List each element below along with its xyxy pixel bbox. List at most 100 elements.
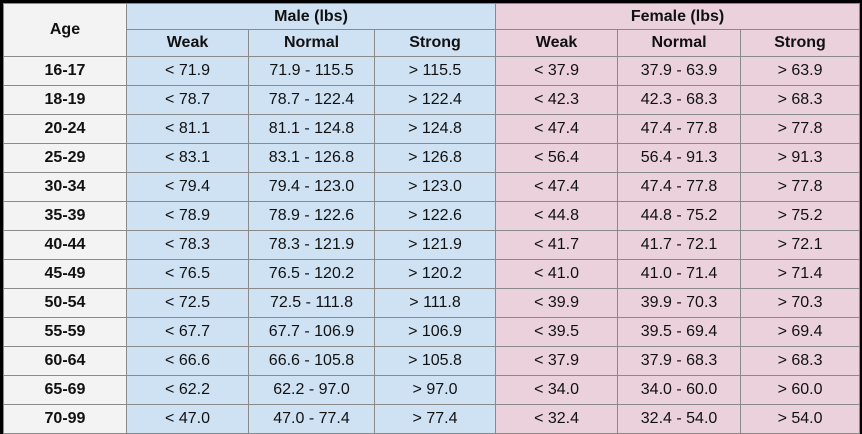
- female-weak-cell: < 37.9: [495, 346, 619, 376]
- table-row: 30-34 < 79.4 79.4 - 123.0 > 123.0 < 47.4 47.4…: [3, 172, 861, 202]
- female-weak-cell: < 47.4: [495, 114, 619, 144]
- male-normal-cell: 83.1 - 126.8: [248, 143, 375, 173]
- female-strong-cell: > 60.0: [740, 375, 861, 405]
- female-normal-cell: 44.8 - 75.2: [617, 201, 742, 231]
- male-normal-cell: 78.9 - 122.6: [248, 201, 375, 231]
- male-weak-cell: < 71.9: [126, 56, 249, 86]
- female-strong-cell: > 91.3: [740, 143, 861, 173]
- male-weak-header: Weak: [126, 29, 249, 57]
- male-normal-cell: 79.4 - 123.0: [248, 172, 375, 202]
- female-weak-cell: < 42.3: [495, 85, 619, 115]
- female-normal-cell: 39.9 - 70.3: [617, 288, 742, 318]
- male-normal-cell: 72.5 - 111.8: [248, 288, 375, 318]
- male-normal-cell: 78.7 - 122.4: [248, 85, 375, 115]
- female-strong-header: Strong: [740, 29, 861, 57]
- female-normal-cell: 47.4 - 77.8: [617, 114, 742, 144]
- table-row: 65-69 < 62.2 62.2 - 97.0 > 97.0 < 34.0 34.0 -…: [3, 375, 861, 405]
- female-normal-cell: 34.0 - 60.0: [617, 375, 742, 405]
- female-strong-cell: > 68.3: [740, 85, 861, 115]
- female-normal-cell: 41.7 - 72.1: [617, 230, 742, 260]
- female-normal-cell: 47.4 - 77.8: [617, 172, 742, 202]
- female-weak-cell: < 41.7: [495, 230, 619, 260]
- female-strong-cell: > 68.3: [740, 346, 861, 376]
- male-normal-cell: 66.6 - 105.8: [248, 346, 375, 376]
- female-normal-cell: 37.9 - 68.3: [617, 346, 742, 376]
- male-weak-cell: < 47.0: [126, 404, 249, 434]
- female-weak-cell: < 47.4: [495, 172, 619, 202]
- table-row: 45-49 < 76.5 76.5 - 120.2 > 120.2 < 41.0 41.0…: [3, 259, 861, 289]
- age-header: Age: [3, 3, 127, 57]
- female-strong-cell: > 71.4: [740, 259, 861, 289]
- female-weak-cell: < 39.5: [495, 317, 619, 347]
- male-strong-cell: > 106.9: [373, 317, 497, 347]
- female-weak-cell: < 37.9: [495, 56, 619, 86]
- table-row: 35-39 < 78.9 78.9 - 122.6 > 122.6 < 44.8 44.8…: [3, 201, 861, 231]
- male-strong-cell: > 111.8: [373, 288, 497, 318]
- female-group-header: Female (lbs): [495, 3, 861, 30]
- male-normal-header: Normal: [248, 29, 375, 57]
- age-cell: 45-49: [3, 259, 127, 289]
- male-normal-cell: 78.3 - 121.9: [248, 230, 375, 260]
- table-row: 18-19 < 78.7 78.7 - 122.4 > 122.4 < 42.3 42.3…: [3, 85, 861, 115]
- male-normal-cell: 76.5 - 120.2: [248, 259, 375, 289]
- female-strong-cell: > 72.1: [740, 230, 861, 260]
- male-weak-cell: < 72.5: [126, 288, 249, 318]
- table-row: 20-24 < 81.1 81.1 - 124.8 > 124.8 < 47.4 47.4…: [3, 114, 861, 144]
- female-weak-cell: < 44.8: [495, 201, 619, 231]
- male-normal-cell: 67.7 - 106.9: [248, 317, 375, 347]
- male-strong-cell: > 77.4: [373, 404, 497, 434]
- male-weak-cell: < 78.7: [126, 85, 249, 115]
- strength-standards-table: Age Male (lbs) Female (lbs) Weak Normal …: [3, 3, 861, 434]
- female-normal-cell: 42.3 - 68.3: [617, 85, 742, 115]
- header-row-groups: Age Male (lbs) Female (lbs): [3, 3, 861, 57]
- female-strong-cell: > 77.8: [740, 114, 861, 144]
- table-body: 16-17 < 71.9 71.9 - 115.5 > 115.5 < 37.9 37.9…: [3, 56, 861, 434]
- male-strong-cell: > 122.6: [373, 201, 497, 231]
- male-strong-cell: > 121.9: [373, 230, 497, 260]
- age-cell: 25-29: [3, 143, 127, 173]
- male-normal-cell: 81.1 - 124.8: [248, 114, 375, 144]
- male-weak-cell: < 79.4: [126, 172, 249, 202]
- male-strong-cell: > 122.4: [373, 85, 497, 115]
- female-strong-cell: > 69.4: [740, 317, 861, 347]
- table-row: 70-99 < 47.0 47.0 - 77.4 > 77.4 < 32.4 32.4 -…: [3, 404, 861, 434]
- male-strong-cell: > 105.8: [373, 346, 497, 376]
- header-row-levels: Weak Normal Strong Weak Normal Strong: [4, 29, 861, 57]
- age-cell: 65-69: [3, 375, 127, 405]
- age-cell: 55-59: [3, 317, 127, 347]
- female-normal-cell: 32.4 - 54.0: [617, 404, 742, 434]
- male-weak-cell: < 66.6: [126, 346, 249, 376]
- female-weak-cell: < 56.4: [495, 143, 619, 173]
- female-weak-cell: < 41.0: [495, 259, 619, 289]
- male-strong-cell: > 124.8: [373, 114, 497, 144]
- male-weak-cell: < 78.9: [126, 201, 249, 231]
- age-cell: 16-17: [3, 56, 127, 86]
- age-cell: 60-64: [3, 346, 127, 376]
- age-cell: 20-24: [3, 114, 127, 144]
- male-weak-cell: < 76.5: [126, 259, 249, 289]
- female-strong-cell: > 63.9: [740, 56, 861, 86]
- female-strong-cell: > 54.0: [740, 404, 861, 434]
- table-row: 50-54 < 72.5 72.5 - 111.8 > 111.8 < 39.9 39.9…: [3, 288, 861, 318]
- male-strong-cell: > 120.2: [373, 259, 497, 289]
- female-weak-cell: < 32.4: [495, 404, 619, 434]
- female-normal-cell: 39.5 - 69.4: [617, 317, 742, 347]
- female-weak-header: Weak: [495, 29, 619, 57]
- male-weak-cell: < 67.7: [126, 317, 249, 347]
- female-strong-cell: > 75.2: [740, 201, 861, 231]
- female-weak-cell: < 34.0: [495, 375, 619, 405]
- female-normal-cell: 41.0 - 71.4: [617, 259, 742, 289]
- female-normal-cell: 56.4 - 91.3: [617, 143, 742, 173]
- male-normal-cell: 47.0 - 77.4: [248, 404, 375, 434]
- female-weak-cell: < 39.9: [495, 288, 619, 318]
- male-strong-cell: > 115.5: [373, 56, 497, 86]
- age-cell: 18-19: [3, 85, 127, 115]
- male-weak-cell: < 78.3: [126, 230, 249, 260]
- male-strong-cell: > 123.0: [373, 172, 497, 202]
- male-weak-cell: < 81.1: [126, 114, 249, 144]
- table-row: 25-29 < 83.1 83.1 - 126.8 > 126.8 < 56.4 56.4…: [3, 143, 861, 173]
- male-normal-cell: 71.9 - 115.5: [248, 56, 375, 86]
- table-row: 40-44 < 78.3 78.3 - 121.9 > 121.9 < 41.7 41.7…: [3, 230, 861, 260]
- male-normal-cell: 62.2 - 97.0: [248, 375, 375, 405]
- age-cell: 40-44: [3, 230, 127, 260]
